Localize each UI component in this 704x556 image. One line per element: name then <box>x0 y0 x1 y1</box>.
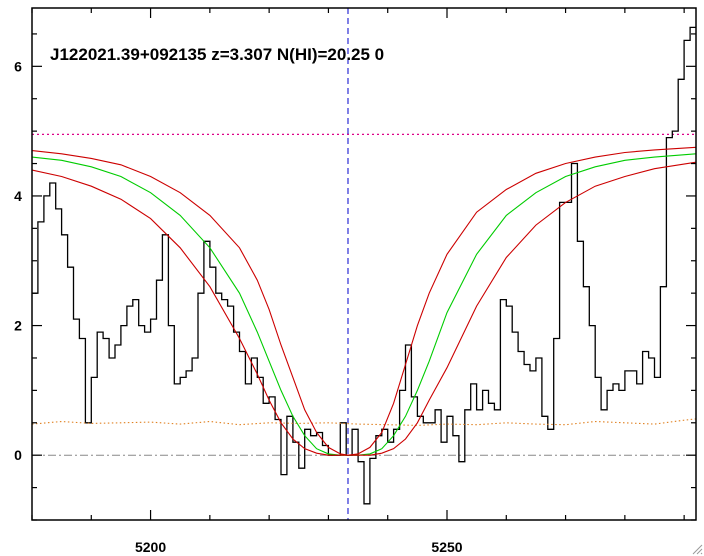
x-tick-label: 5200 <box>135 539 166 555</box>
plot-layer <box>32 8 696 520</box>
axes-layer: 5200 5250 0 2 4 6 <box>14 7 697 555</box>
fit-line <box>32 153 696 456</box>
y-tick-label: 4 <box>14 188 22 204</box>
error-line <box>32 418 696 426</box>
fit-upper-line <box>32 146 696 456</box>
plot-area <box>32 8 696 520</box>
x-tick-label: 5250 <box>431 539 462 555</box>
chart-title: J122021.39+092135 z=3.307 N(HI)=20.25 0 <box>50 45 384 64</box>
fit-lower-line <box>32 161 696 456</box>
y-tick-label: 2 <box>14 318 22 334</box>
y-tick-label: 6 <box>14 58 22 74</box>
flux-step-line <box>32 26 696 505</box>
y-tick-label: 0 <box>14 447 22 463</box>
resize-grip-icon[interactable] <box>691 543 703 555</box>
plot-frame <box>31 7 697 521</box>
